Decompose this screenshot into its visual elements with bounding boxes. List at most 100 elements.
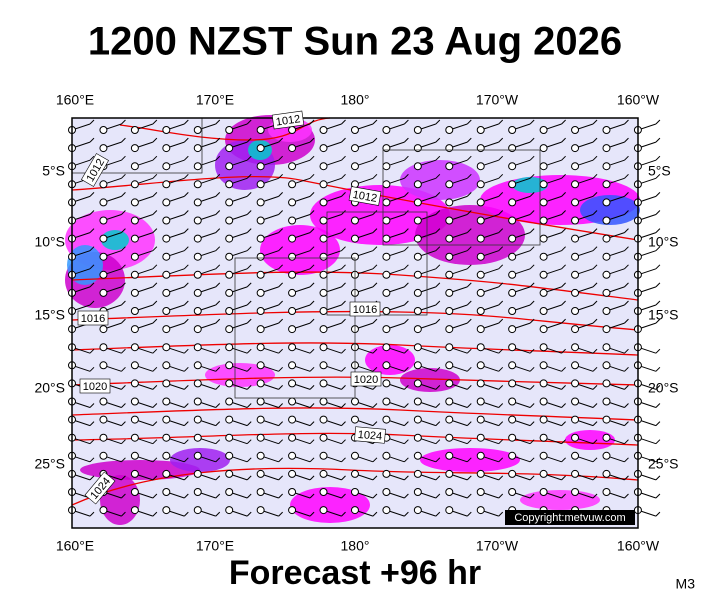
station: [413, 433, 422, 442]
wind-barb: [341, 210, 346, 215]
station: [162, 325, 171, 334]
wind-barb: [404, 475, 409, 481]
station: [602, 198, 611, 207]
station: [539, 451, 548, 460]
wind-barb: [435, 403, 441, 408]
station: [193, 288, 202, 297]
station: [602, 488, 611, 496]
wind-barb: [435, 173, 441, 179]
wind-barb: [466, 439, 472, 445]
station: [476, 216, 485, 225]
station: [382, 397, 391, 406]
station: [99, 325, 108, 334]
wind-barb: [404, 300, 409, 306]
station: [162, 162, 171, 171]
station: [99, 343, 108, 352]
station: [539, 307, 548, 315]
wind-barb: [561, 348, 566, 354]
station: [288, 415, 297, 424]
title: 1200 NZST Sun 23 Aug 2026: [88, 20, 622, 64]
station: [256, 415, 265, 424]
wind-barb: [278, 137, 283, 143]
wind-barb: [278, 421, 283, 426]
station: [130, 270, 139, 279]
station: [445, 252, 454, 261]
station: [602, 397, 611, 406]
station: [602, 415, 611, 424]
wind-barb: [435, 366, 441, 372]
wind-barb: [529, 366, 535, 372]
latitude-label: 25°S: [34, 456, 65, 472]
wind-barb: [624, 493, 629, 499]
station: [413, 216, 422, 225]
station: [539, 379, 548, 388]
wind-barb: [89, 439, 95, 445]
station: [288, 451, 297, 460]
wind-barb: [624, 246, 629, 252]
longitude-label: 160°E: [56, 92, 94, 108]
station: [319, 162, 328, 171]
wind-barb: [309, 439, 315, 445]
wind-barb: [152, 475, 158, 481]
station: [413, 198, 422, 207]
station: [602, 144, 611, 153]
wind-barb: [246, 119, 252, 125]
station: [193, 506, 202, 515]
wind-barb: [655, 511, 661, 517]
wind-barb: [624, 119, 629, 125]
station: [99, 397, 108, 406]
station: [445, 488, 454, 496]
longitude-label: 170°W: [476, 538, 519, 554]
station: [256, 252, 265, 261]
station: [162, 343, 171, 352]
wind-barb: [592, 475, 598, 481]
wind-barb: [309, 137, 315, 143]
wind-barb: [404, 173, 409, 179]
station: [413, 162, 422, 171]
station: [256, 180, 265, 189]
latitude-label: 5°S: [648, 163, 671, 179]
station: [162, 415, 171, 424]
wind-barb: [592, 119, 598, 125]
wind-barb: [121, 173, 126, 179]
station: [130, 307, 139, 315]
wind-barb: [655, 155, 661, 161]
longitude-label: 170°E: [196, 538, 234, 554]
wind-barb: [215, 264, 221, 270]
wind-barb: [341, 282, 346, 288]
wind-barb: [152, 119, 158, 125]
wind-barb: [183, 173, 189, 179]
wind-barb: [121, 511, 126, 517]
wind-barb: [215, 192, 221, 197]
wind-barb: [592, 403, 598, 408]
wind-barb: [561, 173, 566, 179]
wind-barb: [404, 318, 409, 324]
station: [413, 180, 422, 189]
wind-barb: [215, 421, 221, 426]
station: [413, 379, 422, 388]
station: [288, 361, 297, 370]
station: [445, 234, 454, 243]
wind-barb: [372, 282, 378, 288]
wind-barb: [624, 228, 629, 233]
wind-barb: [561, 282, 566, 288]
station: [225, 198, 234, 207]
wind-barb: [529, 385, 535, 390]
station: [130, 126, 139, 134]
wind-barb: [466, 385, 472, 390]
wind-barb: [309, 282, 315, 288]
wind-barb: [152, 246, 158, 252]
wind-barb: [372, 228, 378, 233]
wind-barb: [278, 318, 283, 324]
station: [193, 469, 202, 478]
station: [571, 198, 580, 207]
wind-barb: [121, 300, 126, 306]
wind-barb: [498, 348, 504, 354]
wind-barb: [309, 511, 315, 517]
station: [350, 126, 359, 134]
wind-barb: [561, 192, 566, 197]
station: [571, 469, 580, 478]
wind-barb: [341, 119, 346, 125]
precip-area: [290, 487, 370, 523]
station: [225, 162, 234, 171]
